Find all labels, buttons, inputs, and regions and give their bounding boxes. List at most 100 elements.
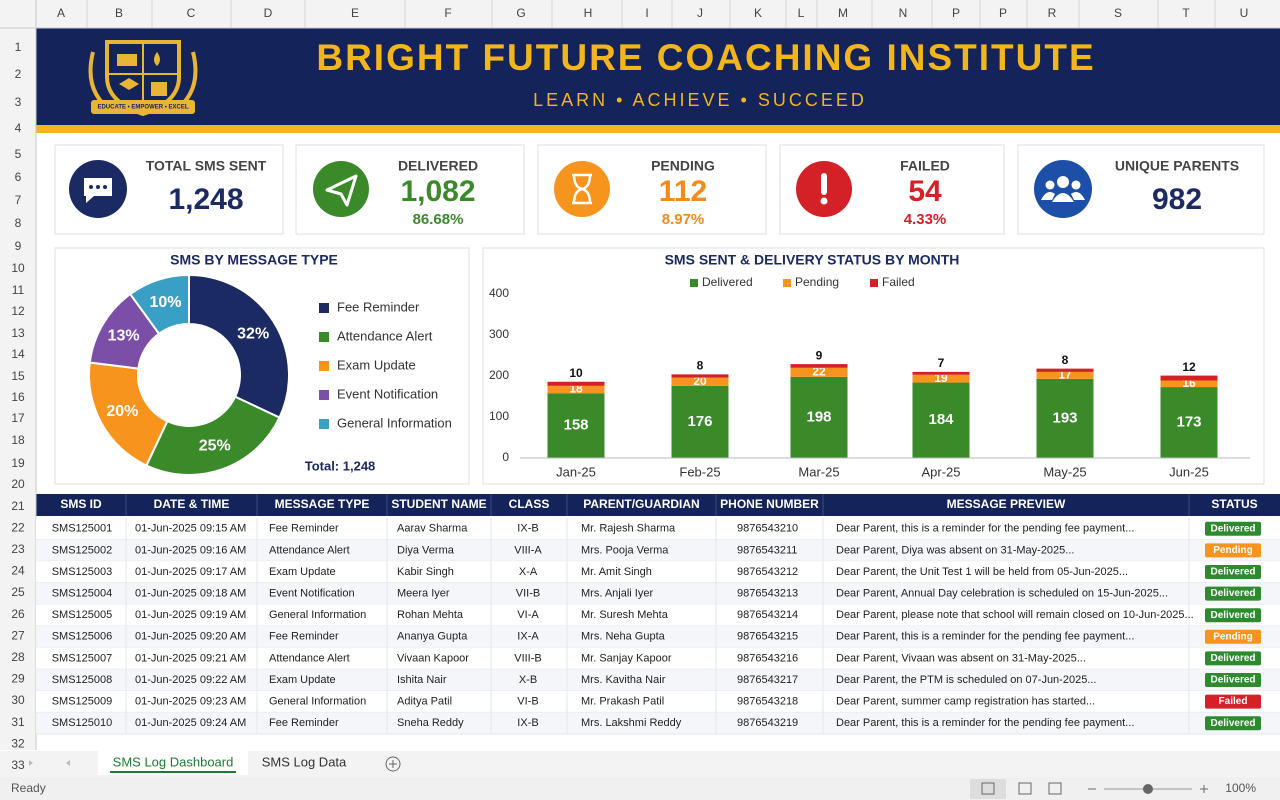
- status-text: Ready: [11, 781, 46, 795]
- status-text: Delivered: [1210, 675, 1255, 686]
- table-header: DATE & TIME: [154, 497, 230, 511]
- bar-segment: [1160, 375, 1218, 381]
- table-cell: 9876543217: [737, 674, 798, 686]
- table-header-bar: [36, 494, 1280, 516]
- table-row: [36, 561, 1280, 583]
- table-cell: Exam Update: [269, 566, 336, 578]
- column-header: R: [1048, 6, 1057, 20]
- zoom-slider[interactable]: [1088, 784, 1208, 794]
- kpi-label: PENDING: [651, 158, 715, 174]
- table-row: [36, 582, 1280, 605]
- row-header: 9: [15, 239, 22, 253]
- logo: [88, 40, 198, 117]
- bar-segment: [671, 385, 729, 458]
- column-header: I: [645, 6, 648, 20]
- icon-send: [313, 161, 369, 217]
- row-header-bar: [0, 28, 36, 750]
- status-badge: [1205, 521, 1261, 536]
- table-cell: 01-Jun-2025 09:15 AM: [135, 523, 246, 535]
- table-cell: Aarav Sharma: [397, 523, 468, 535]
- legend-swatch: [319, 419, 329, 429]
- table-cell: Dear Parent, Annual Day celebration is s…: [836, 588, 1168, 600]
- table-header: PHONE NUMBER: [720, 497, 819, 511]
- table-cell: 9876543216: [737, 652, 798, 664]
- column-header-bar: [0, 0, 1280, 28]
- table-row: [36, 626, 1280, 648]
- table-cell: SMS125003: [52, 566, 113, 578]
- chart-title: SMS BY MESSAGE TYPE: [170, 252, 338, 268]
- column-header: K: [754, 6, 762, 20]
- table-cell: IX-B: [517, 523, 538, 535]
- banner-title: BRIGHT FUTURE COACHING INSTITUTE: [316, 37, 1095, 78]
- table-header: CLASS: [509, 497, 550, 511]
- status-badge: [1205, 716, 1261, 731]
- x-tick-label: Mar-25: [798, 464, 839, 479]
- legend-label: Delivered: [702, 275, 753, 289]
- view-buttons[interactable]: [970, 779, 1062, 799]
- kpi-value: 1,082: [400, 175, 475, 208]
- icon-chat: [69, 160, 127, 218]
- table-cell: SMS125004: [52, 588, 113, 600]
- row-header: 25: [11, 585, 25, 599]
- kpi-label: UNIQUE PARENTS: [1115, 158, 1239, 174]
- slice-label: 10%: [149, 294, 181, 311]
- chart-total: Total: 1,248: [305, 458, 376, 473]
- add-sheet[interactable]: [385, 756, 401, 772]
- table-cell: Fee Reminder: [269, 631, 339, 643]
- kpi-label: FAILED: [900, 158, 950, 174]
- kpi-value: 54: [908, 175, 942, 208]
- table-cell: X-A: [519, 566, 538, 578]
- bar-value-label: 193: [1052, 409, 1077, 426]
- table-cell: Fee Reminder: [269, 717, 339, 729]
- legend-label: Pending: [795, 275, 839, 289]
- table-cell: 9876543214: [737, 609, 798, 621]
- row-header: 11: [12, 283, 25, 297]
- bar-value-label: 22: [812, 364, 826, 378]
- table-cell: Meera Iyer: [397, 588, 450, 600]
- column-header: H: [584, 6, 593, 20]
- status-badge: [1205, 608, 1261, 623]
- icon-alert: [796, 161, 852, 217]
- column-header: S: [1114, 6, 1122, 20]
- bar-segment: [1036, 378, 1094, 458]
- legend-swatch: [319, 303, 329, 313]
- status-badge: [1205, 694, 1261, 709]
- table-header: PARENT/GUARDIAN: [583, 497, 699, 511]
- banner-subtitle: LEARN • ACHIEVE • SUCCEED: [533, 90, 867, 110]
- table-cell: Mr. Prakash Patil: [581, 696, 664, 708]
- sheet-tab[interactable]: SMS Log Dashboard: [113, 754, 234, 769]
- row-header: 12: [11, 304, 25, 318]
- legend-swatch: [319, 361, 329, 371]
- bar-segment: [1160, 387, 1218, 458]
- sheet-tab[interactable]: SMS Log Data: [262, 754, 347, 769]
- bar-segment: [912, 382, 970, 458]
- pie-slice: [188, 273, 290, 419]
- chart-title: SMS SENT & DELIVERY STATUS BY MONTH: [665, 252, 960, 268]
- table-cell: Diya Verma: [397, 544, 455, 556]
- table-cell: VII-B: [516, 588, 540, 600]
- table-cell: 01-Jun-2025 09:16 AM: [135, 544, 246, 556]
- legend-swatch: [690, 279, 698, 287]
- status-text: Delivered: [1210, 588, 1255, 599]
- bar-value-label: 198: [806, 408, 831, 425]
- table-cell: Mrs. Kavitha Nair: [581, 674, 666, 686]
- bar-value-label: 12: [1182, 360, 1196, 374]
- table-header: STUDENT NAME: [391, 497, 486, 511]
- bar-value-label: 176: [687, 413, 712, 430]
- pie-slice: [88, 361, 169, 467]
- bar-value-label: 158: [563, 417, 588, 434]
- table-cell: Dear Parent, the PTM is scheduled on 07-…: [836, 674, 1096, 686]
- bar-value-label: 184: [928, 411, 954, 428]
- legend-swatch: [319, 332, 329, 342]
- row-header: 3: [15, 95, 22, 109]
- kpi-value: 1,248: [168, 183, 243, 216]
- table-cell: SMS125006: [52, 631, 113, 643]
- pie-slice: [128, 273, 190, 336]
- x-tick-label: Jan-25: [556, 464, 596, 479]
- table-cell: Dear Parent, summer camp registration ha…: [836, 696, 1095, 708]
- pie-slice: [145, 395, 281, 476]
- table-cell: SMS125008: [52, 674, 113, 686]
- column-header: T: [1182, 6, 1190, 20]
- table-cell: Sneha Reddy: [397, 717, 464, 729]
